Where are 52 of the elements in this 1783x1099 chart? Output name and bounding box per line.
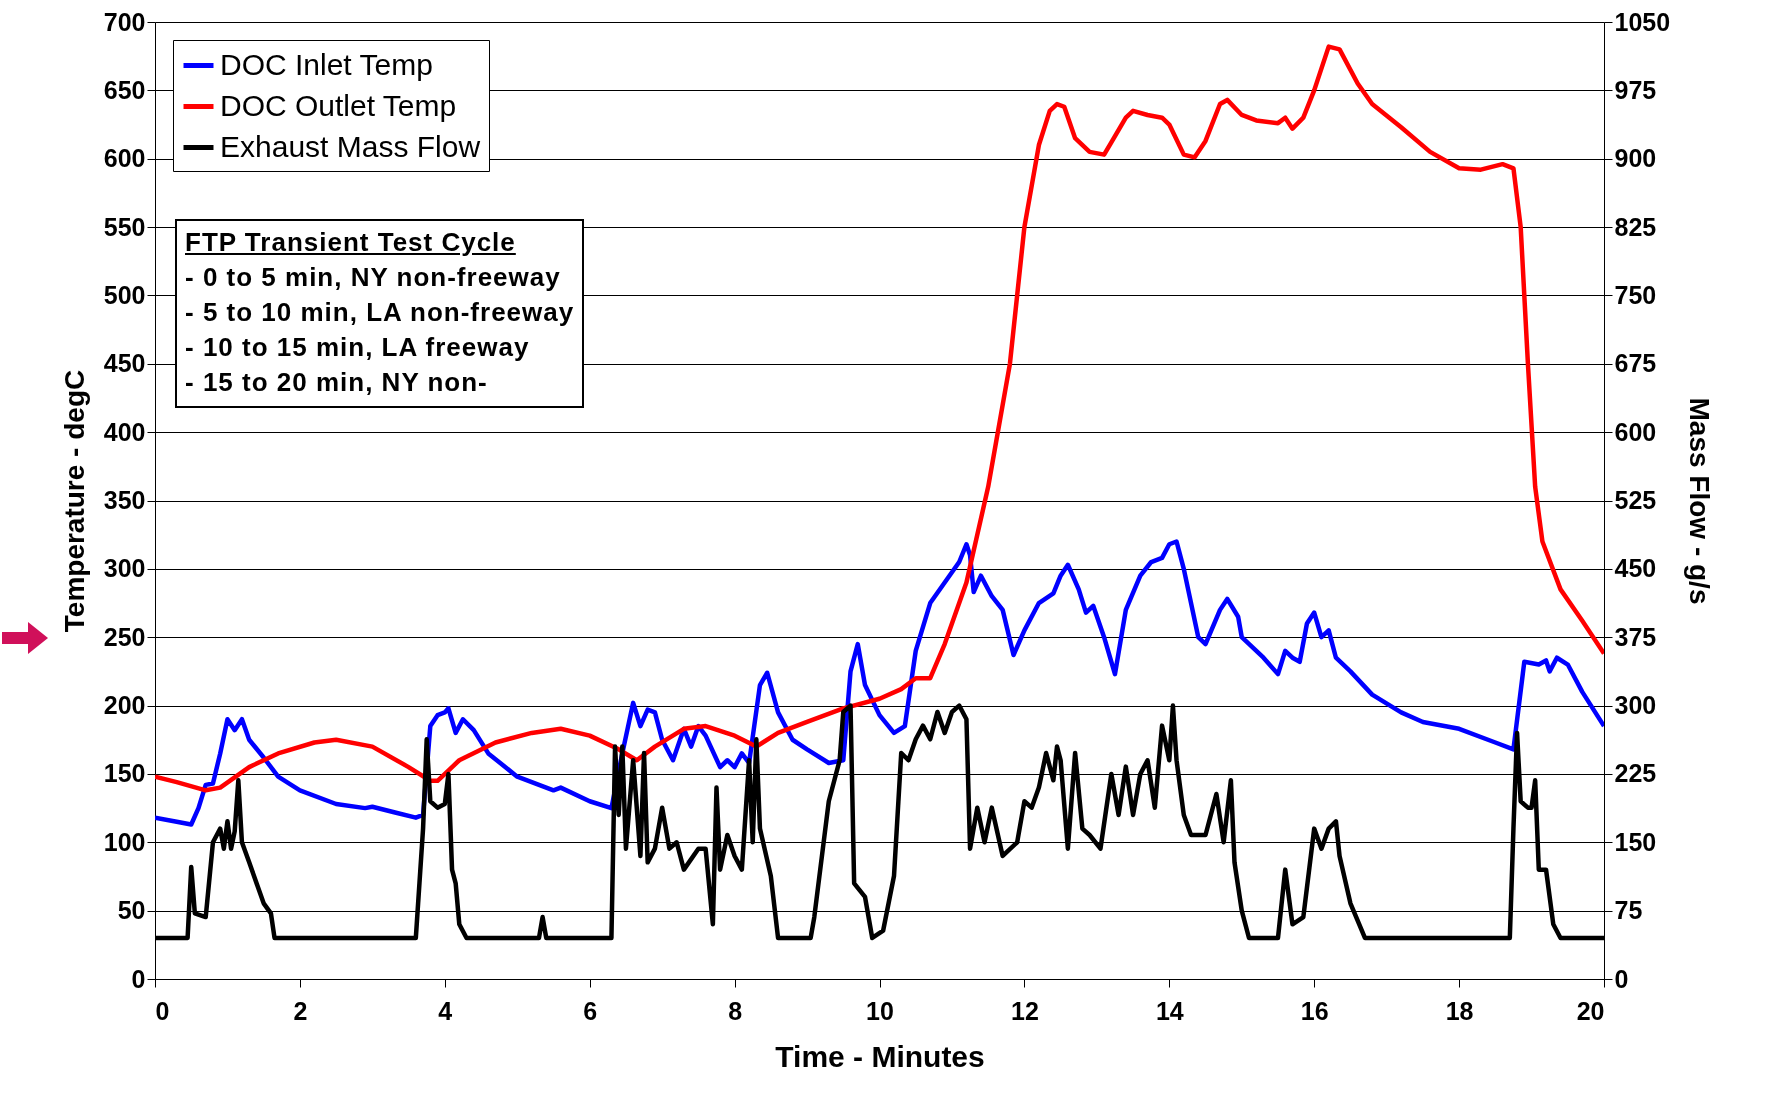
y2-tick-label: 750	[1614, 280, 1657, 309]
x-tick-label: 2	[293, 996, 308, 1025]
y-tick-label: 250	[103, 622, 146, 651]
y-tick-label: 100	[103, 827, 146, 856]
y2-tick-label: 0	[1614, 964, 1629, 993]
legend-label: DOC Outlet Temp	[220, 88, 457, 122]
y2-tick-label: 300	[1614, 691, 1657, 720]
x-axis-title: Time - Minutes	[775, 1039, 985, 1073]
y2-axis-title: Mass Flow - g/s	[1684, 397, 1716, 605]
y2-tick-label: 825	[1614, 212, 1657, 241]
x-tick-label: 8	[728, 996, 743, 1025]
y-tick-label: 50	[117, 896, 146, 925]
x-tick-label: 0	[155, 996, 170, 1025]
y-tick-label: 550	[103, 212, 146, 241]
annotation: - 5 to 10 min, LA non-freeway	[185, 296, 575, 329]
y2-tick-label: 150	[1614, 827, 1657, 856]
y-tick-label: 300	[103, 554, 146, 583]
annotation: - 0 to 5 min, NY non-freeway	[185, 261, 562, 294]
y-tick-label: 200	[103, 691, 146, 720]
x-tick-label: 10	[866, 996, 894, 1025]
annotation: - 10 to 15 min, LA freeway	[185, 331, 531, 364]
y2-tick-label: 375	[1614, 622, 1657, 651]
annotation: - 15 to 20 min, NY non-	[185, 366, 489, 399]
y2-tick-label: 675	[1614, 349, 1657, 378]
legend-label: Exhaust Mass Flow	[220, 129, 481, 163]
y2-tick-label: 225	[1614, 759, 1657, 788]
y-tick-label: 500	[103, 280, 146, 309]
y-tick-label: 450	[103, 349, 146, 378]
y-tick-label: 350	[103, 486, 146, 514]
y2-tick-label: 975	[1614, 75, 1657, 104]
y2-tick-label: 900	[1614, 144, 1657, 173]
x-tick-label: 20	[1576, 996, 1605, 1025]
y2-tick-label: 75	[1614, 896, 1643, 925]
y2-tick-label: 600	[1614, 417, 1657, 446]
x-tick-label: 16	[1300, 996, 1329, 1025]
y2-tick-label: 450	[1614, 554, 1657, 583]
legend-label: DOC Inlet Temp	[220, 47, 433, 81]
y-tick-label: 0	[131, 964, 146, 993]
y-tick-label: 150	[103, 759, 146, 788]
y-tick-label: 700	[103, 7, 146, 36]
x-tick-label: 12	[1010, 996, 1039, 1025]
x-tick-label: 14	[1155, 996, 1184, 1025]
y-axis-title: Temperature - degC	[58, 369, 90, 633]
y-tick-label: 650	[103, 75, 146, 104]
y2-tick-label: 1050	[1614, 7, 1671, 36]
y-tick-label: 400	[103, 417, 146, 446]
annotation: FTP Transient Test Cycle	[185, 226, 517, 259]
y-tick-label: 600	[103, 144, 146, 173]
x-tick-label: 18	[1445, 996, 1474, 1025]
x-tick-label: 4	[438, 996, 453, 1025]
x-tick-label: 6	[583, 996, 598, 1025]
y2-tick-label: 525	[1614, 486, 1657, 514]
